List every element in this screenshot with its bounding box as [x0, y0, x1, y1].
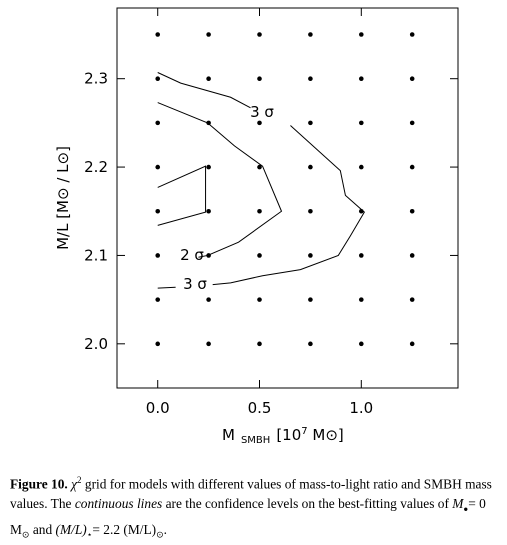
y-tick-label: 2.1 [84, 246, 108, 264]
grid-point [308, 120, 313, 126]
grid-point [409, 208, 415, 214]
x-tick-label: 0.0 [146, 399, 170, 417]
y-tick-label: 2.2 [84, 158, 108, 176]
grid-point [155, 208, 161, 214]
y-tick-label: 2.3 [84, 70, 108, 88]
grid-point [206, 164, 211, 170]
grid-point [155, 32, 161, 37]
grid-point [308, 208, 313, 214]
y-axis-label: M/L [M⊙ / L⊙] [54, 146, 72, 250]
caption-text: ● [463, 505, 469, 515]
grid-point [155, 297, 161, 302]
grid-point [257, 297, 262, 302]
grid-point [155, 76, 161, 81]
grid-point [358, 341, 364, 347]
grid-point [257, 120, 262, 126]
x-axis-label: M SMBH [107 M⊙] [222, 426, 344, 446]
grid-point [358, 164, 364, 170]
caption-label: Figure 10. [10, 476, 68, 492]
contour-label: 3 σ [250, 103, 274, 121]
grid-point [155, 164, 161, 170]
grid-point [358, 76, 364, 81]
grid-point [206, 341, 211, 347]
plot-frame [116, 7, 459, 389]
caption-text: continuous lines [74, 496, 163, 512]
contour-label: 2 σ [180, 246, 204, 264]
caption-text: ⋆ [86, 529, 93, 540]
contour-label: 3 σ [183, 275, 207, 293]
grid-point [206, 32, 211, 37]
x-label-rest: [10 [276, 426, 301, 444]
caption-text: and [29, 522, 56, 538]
grid-point [308, 76, 313, 81]
grid-point [257, 208, 262, 214]
grid-point [409, 341, 415, 347]
grid-point [409, 297, 415, 302]
x-tick-label: 1.0 [349, 399, 373, 417]
x-label-tail: M⊙] [308, 426, 344, 444]
grid-point [257, 32, 262, 37]
grid-point [409, 164, 415, 170]
grid-point [358, 297, 364, 302]
caption-text: ⊙ [21, 529, 30, 540]
caption: Figure 10. χ2 grid for models with diffe… [10, 470, 500, 545]
x-label-sup: 7 [301, 426, 307, 437]
grid-point [206, 253, 211, 258]
grid-point [206, 297, 211, 302]
grid-point [206, 208, 211, 214]
grid-point [409, 76, 415, 81]
grid-point [155, 341, 161, 347]
caption-text: ⊙ [156, 529, 164, 540]
grid-point [358, 208, 364, 214]
grid-point [155, 120, 161, 126]
grid-point [206, 120, 211, 126]
grid-point [358, 253, 364, 258]
chart: M/L [M⊙ / L⊙] M SMBH [107 M⊙] 0.0 0.5 1.0 2.0… [54, 7, 459, 446]
y-tick-label: 2.0 [84, 335, 108, 353]
grid-point [358, 120, 364, 126]
grid-point [257, 253, 262, 258]
grid-point [409, 120, 415, 126]
caption-text: = 2.2 (M/L) [92, 522, 157, 538]
caption-text: M [452, 496, 464, 512]
grid-point [206, 76, 211, 81]
grid-point [308, 341, 313, 347]
contour-line [157, 72, 365, 289]
contour-line [157, 102, 283, 258]
caption-text: grid for models with different values of… [10, 476, 492, 512]
x-label-sub: SMBH [241, 435, 270, 446]
grid-point [308, 253, 313, 258]
caption-text: (M/L) [55, 522, 87, 538]
grid-point [409, 253, 415, 258]
caption-text: = 0 M [10, 496, 486, 538]
caption-text: . [163, 522, 168, 538]
grid-point [308, 297, 313, 302]
grid-point [155, 253, 161, 258]
grid-point [409, 32, 415, 37]
grid-point [257, 341, 262, 347]
caption-text: 2 [77, 475, 82, 485]
grid-point [308, 32, 313, 37]
caption-text: are the confidence levels on the best-fi… [162, 496, 453, 512]
x-tick-label: 0.5 [248, 399, 272, 417]
caption-text: χ [71, 476, 78, 492]
grid-point [308, 164, 313, 170]
grid-point [358, 32, 364, 37]
x-label-main: M [222, 426, 235, 444]
grid-point [257, 76, 262, 81]
grid-point [257, 164, 262, 170]
